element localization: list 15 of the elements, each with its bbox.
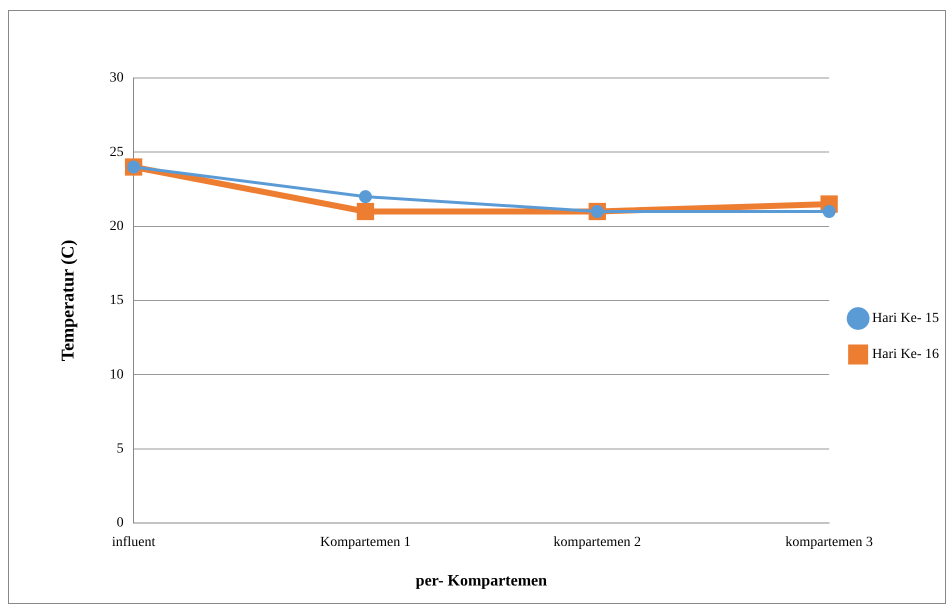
y-tick-label: 0 [116,516,124,531]
x-tick-label: kompartemen 3 [785,535,873,550]
y-tick-label: 10 [110,367,124,382]
legend-label: Hari Ke- 16 [872,347,940,362]
x-axis-title: per- Kompartemen [416,572,548,590]
y-tick-label: 25 [110,144,124,160]
legend-label: Hari Ke- 15 [872,311,940,326]
y-tick-label: 30 [110,70,124,86]
y-tick-label: 5 [116,442,124,457]
x-tick-label: kompartemen 2 [554,535,642,550]
y-axis-title: Temperatur (C) [57,240,78,362]
y-tick-label: 20 [110,219,124,234]
x-tick-label: Kompartemen 1 [320,535,411,550]
x-tick-label: influent [112,535,156,550]
y-tick-label: 15 [110,293,124,308]
